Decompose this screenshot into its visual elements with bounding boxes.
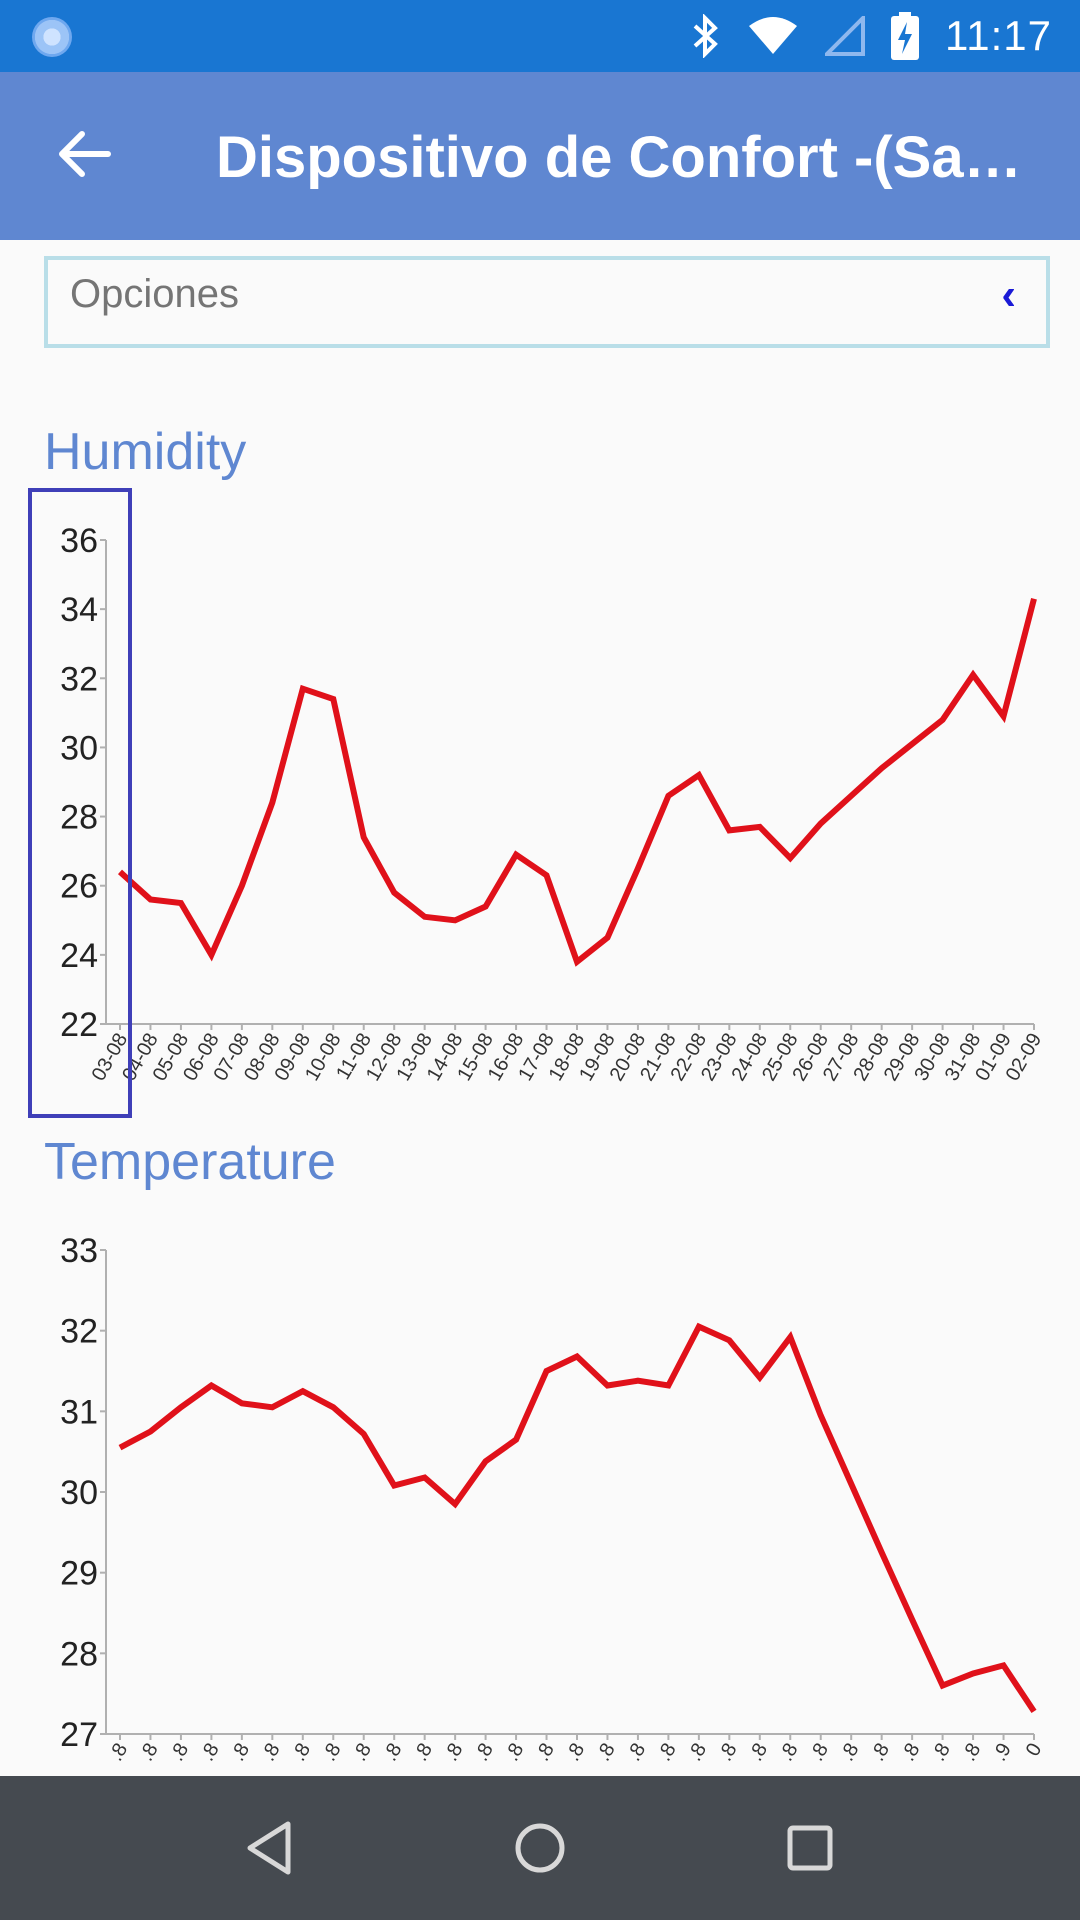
temperature-x-tick-label: .8 bbox=[562, 1740, 589, 1765]
temperature-x-tick-label: .8 bbox=[318, 1740, 345, 1765]
temperature-y-tick-label: 33 bbox=[60, 1232, 98, 1270]
humidity-y-tick-label: 22 bbox=[60, 1006, 98, 1044]
temperature-x-tick-label: .8 bbox=[227, 1740, 254, 1765]
temperature-x-tick-label: .8 bbox=[196, 1740, 223, 1765]
temperature-x-tick-label: .8 bbox=[501, 1740, 528, 1765]
temperature-x-tick-label: .8 bbox=[684, 1740, 711, 1765]
humidity-series-line bbox=[117, 598, 1037, 967]
temperature-y-tick-label: 28 bbox=[60, 1635, 98, 1673]
navigation-bar bbox=[0, 1776, 1080, 1920]
temperature-x-tick-label: .8 bbox=[257, 1740, 284, 1765]
status-bar: 11:17 bbox=[0, 0, 1080, 72]
battery-charging-icon bbox=[891, 12, 919, 60]
temperature-x-tick-label: .8 bbox=[135, 1740, 162, 1765]
humidity-y-tick-label: 32 bbox=[60, 660, 98, 698]
humidity-y-tick-label: 36 bbox=[60, 522, 98, 560]
temperature-y-tick-label: 30 bbox=[60, 1474, 98, 1512]
temperature-title: Temperature bbox=[44, 1133, 336, 1191]
temperature-x-tick-label: 0 bbox=[1022, 1740, 1047, 1761]
options-label: Opciones bbox=[70, 272, 239, 316]
y-axis-highlight-box bbox=[28, 488, 132, 1118]
temperature-x-tick-label: .9 bbox=[988, 1740, 1015, 1765]
app-toolbar: Dispositivo de Confort -(Sala... bbox=[0, 72, 1080, 240]
humidity-y-tick-label: 30 bbox=[60, 729, 98, 767]
bluetooth-icon bbox=[693, 14, 718, 58]
temperature-x-tick-label: .8 bbox=[775, 1740, 802, 1765]
clock: 11:17 bbox=[945, 12, 1052, 59]
temperature-x-tick-label: .8 bbox=[166, 1740, 193, 1765]
temperature-y-tick-label: 27 bbox=[60, 1716, 98, 1754]
temperature-x-tick-label: .8 bbox=[714, 1740, 741, 1765]
humidity-title: Humidity bbox=[44, 423, 247, 481]
humidity-chart: 22 24 26 28 30 32 34 36 03-08 04-08 05-08 06-08 07-0… bbox=[0, 500, 1080, 1100]
temperature-y-tick-label: 29 bbox=[60, 1555, 98, 1593]
page-title: Dispositivo de Confort -(Sala... bbox=[216, 125, 1036, 190]
humidity-y-tick-label: 28 bbox=[60, 799, 98, 837]
temperature-x-tick-label: .8 bbox=[745, 1740, 772, 1765]
nav-recents-icon[interactable] bbox=[780, 1818, 840, 1878]
temperature-x-tick-label: .8 bbox=[806, 1740, 833, 1765]
temperature-chart: 27 28 29 30 31 32 33.8.8.8.8.8.8.8.8.8.8.8.8.8… bbox=[0, 1222, 1080, 1776]
temperature-x-tick-label: .8 bbox=[531, 1740, 558, 1765]
notification-icon bbox=[32, 17, 72, 57]
nav-back-icon[interactable] bbox=[240, 1818, 300, 1878]
options-dropdown[interactable]: Opciones ‹ bbox=[44, 256, 1050, 348]
temperature-x-tick-label: .8 bbox=[379, 1740, 406, 1765]
temperature-x-tick-label: .8 bbox=[867, 1740, 894, 1765]
temperature-x-tick-label: .8 bbox=[288, 1740, 315, 1765]
temperature-x-tick-label: .8 bbox=[836, 1740, 863, 1765]
temperature-x-tick-label: .8 bbox=[928, 1740, 955, 1765]
humidity-y-tick-label: 26 bbox=[60, 868, 98, 906]
temperature-series-line bbox=[118, 1322, 1037, 1714]
temperature-x-tick-label: .8 bbox=[471, 1740, 498, 1765]
temperature-x-tick-label: .8 bbox=[958, 1740, 985, 1765]
nav-home-icon[interactable] bbox=[510, 1818, 570, 1878]
humidity-y-tick-label: 34 bbox=[60, 591, 98, 629]
wifi-icon bbox=[749, 17, 797, 54]
temperature-x-tick-label: .8 bbox=[897, 1740, 924, 1765]
temperature-x-tick-label: .8 bbox=[653, 1740, 680, 1765]
temperature-y-tick-label: 32 bbox=[60, 1313, 98, 1351]
signal-icon bbox=[825, 16, 865, 56]
humidity-y-tick-label: 24 bbox=[60, 937, 98, 975]
temperature-x-tick-label: .8 bbox=[105, 1740, 132, 1765]
temperature-x-tick-label: .8 bbox=[410, 1740, 437, 1765]
temperature-x-tick-label: .8 bbox=[349, 1740, 376, 1765]
back-arrow-icon[interactable] bbox=[52, 122, 116, 186]
temperature-x-tick-label: .8 bbox=[623, 1740, 650, 1765]
temperature-y-tick-label: 31 bbox=[60, 1393, 98, 1431]
chevron-left-icon[interactable]: ‹ bbox=[1001, 270, 1016, 319]
temperature-x-tick-label: .8 bbox=[440, 1740, 467, 1765]
temperature-x-tick-label: .8 bbox=[592, 1740, 619, 1765]
